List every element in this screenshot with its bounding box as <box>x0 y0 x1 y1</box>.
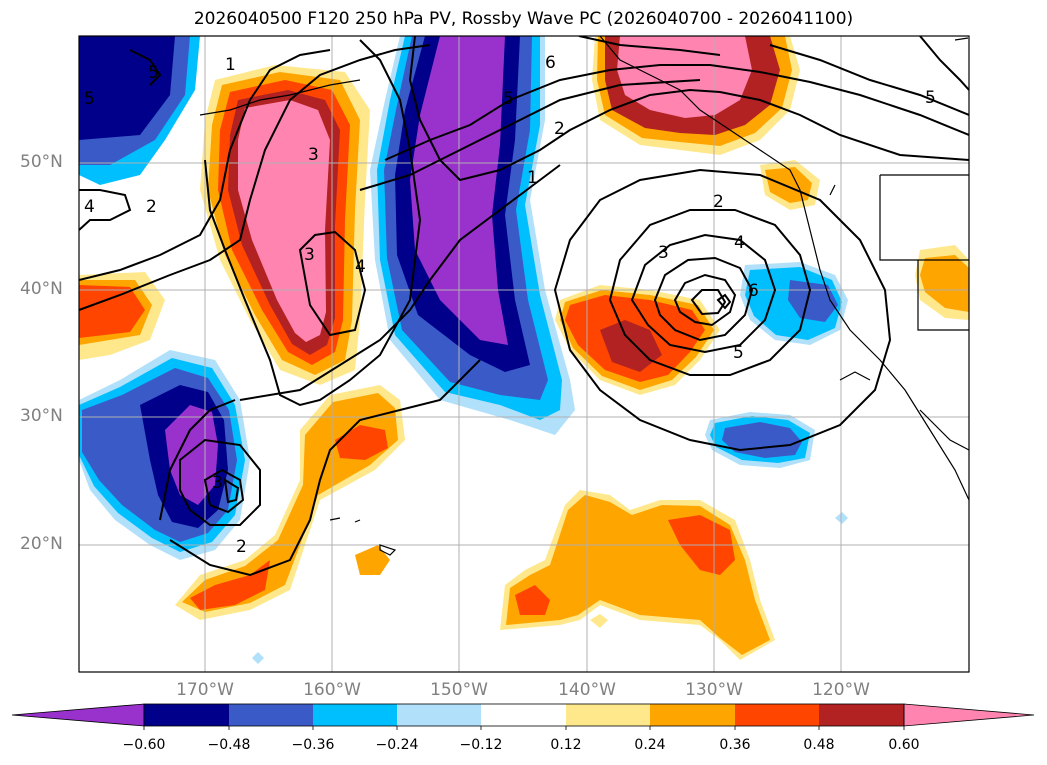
contour-lines <box>79 36 969 577</box>
lon-label-170w: 170°W <box>176 680 234 700</box>
colorbar-bin <box>481 704 566 726</box>
lat-label-20n: 20°N <box>20 534 63 554</box>
contour-label: 5 <box>733 343 744 363</box>
lon-label-120w: 120°W <box>812 680 870 700</box>
contour-label: 5 <box>148 63 159 83</box>
colorbar-bin <box>313 704 397 726</box>
contour-label: 2 <box>146 197 157 217</box>
lon-label-150w: 150°W <box>430 680 488 700</box>
contour-label: 1 <box>527 168 538 188</box>
positive-pv-anomaly-alaska <box>592 36 969 320</box>
lat-label-40n: 40°N <box>20 279 63 299</box>
contour-label: 4 <box>734 233 745 253</box>
colorbar-tick-label: 0.24 <box>634 737 666 753</box>
contour-label: 3 <box>304 245 315 265</box>
coastlines <box>199 36 969 556</box>
lon-label-160w: 160°W <box>303 680 361 700</box>
lat-label-30n: 30°N <box>20 406 63 426</box>
contour-label: 3 <box>658 243 669 263</box>
positive-pv-anomaly-east <box>555 285 720 395</box>
colorbar-bin <box>566 704 650 726</box>
contour-label: 1 <box>225 55 236 75</box>
colorbar-tick-label: −0.36 <box>291 737 335 753</box>
contour-label: 5 <box>503 89 514 109</box>
map-title: 2026040500 F120 250 hPa PV, Rossby Wave … <box>193 9 854 29</box>
colorbar-tick-label: −0.24 <box>375 737 419 753</box>
colorbar-extend-high <box>903 703 1035 727</box>
contour-label: 3 <box>308 145 319 165</box>
contour-label: 2 <box>236 537 247 557</box>
lat-label-50n: 50°N <box>20 152 63 172</box>
contour-label: 2 <box>713 192 724 212</box>
colorbar-bin <box>735 704 819 726</box>
colorbar-tick-label: −0.12 <box>459 737 503 753</box>
contour-label: 6 <box>748 281 759 301</box>
map-frame <box>78 35 970 673</box>
colorbar-tick-label: 0.12 <box>550 737 582 753</box>
colorbar-bin <box>229 704 313 726</box>
contour-label: 3 <box>212 473 223 493</box>
colorbar-tick-label: −0.48 <box>207 737 251 753</box>
contour-label: 5 <box>925 88 936 108</box>
colorbar-tick-label: 0.36 <box>719 737 751 753</box>
colorbar-tick-label: −0.60 <box>122 737 166 753</box>
negative-pv-anomaly-california <box>705 262 848 468</box>
colorbar-tick-label: 0.60 <box>888 737 920 753</box>
negative-pv-anomaly-central-pacific <box>370 36 575 435</box>
contour-label: 2 <box>554 119 565 139</box>
colorbar-bin <box>819 704 904 726</box>
negative-pv-anomaly-southwest <box>79 350 250 560</box>
colorbar-bin <box>650 704 735 726</box>
lon-label-140w: 140°W <box>558 680 616 700</box>
contour-label: 4 <box>84 197 95 217</box>
positive-pv-anomaly-west <box>79 272 165 360</box>
map-area: 1 2 3 4 5 6 2 3 4 5 6 1 2 3 4 2 3 5 5 5 <box>79 36 969 672</box>
contour-label: 6 <box>545 53 556 73</box>
contour-label: 5 <box>84 89 95 109</box>
colorbar-bin <box>144 704 229 726</box>
colorbar-tick-label: 0.48 <box>803 737 835 753</box>
positive-pv-anomaly-south <box>500 490 775 660</box>
positive-pv-anomaly-subtropical-ridge <box>175 385 405 620</box>
colorbar-extend-low <box>11 703 145 727</box>
colorbar <box>11 703 1035 730</box>
contour-labels: 1 2 3 4 5 6 2 3 4 5 6 1 2 3 4 2 3 5 5 5 <box>84 53 936 557</box>
negative-pv-anomaly-northwest <box>79 36 200 185</box>
lon-label-130w: 130°W <box>685 680 743 700</box>
colorbar-bin <box>397 704 481 726</box>
map-gridlines <box>79 36 969 672</box>
contour-label: 4 <box>355 257 366 277</box>
